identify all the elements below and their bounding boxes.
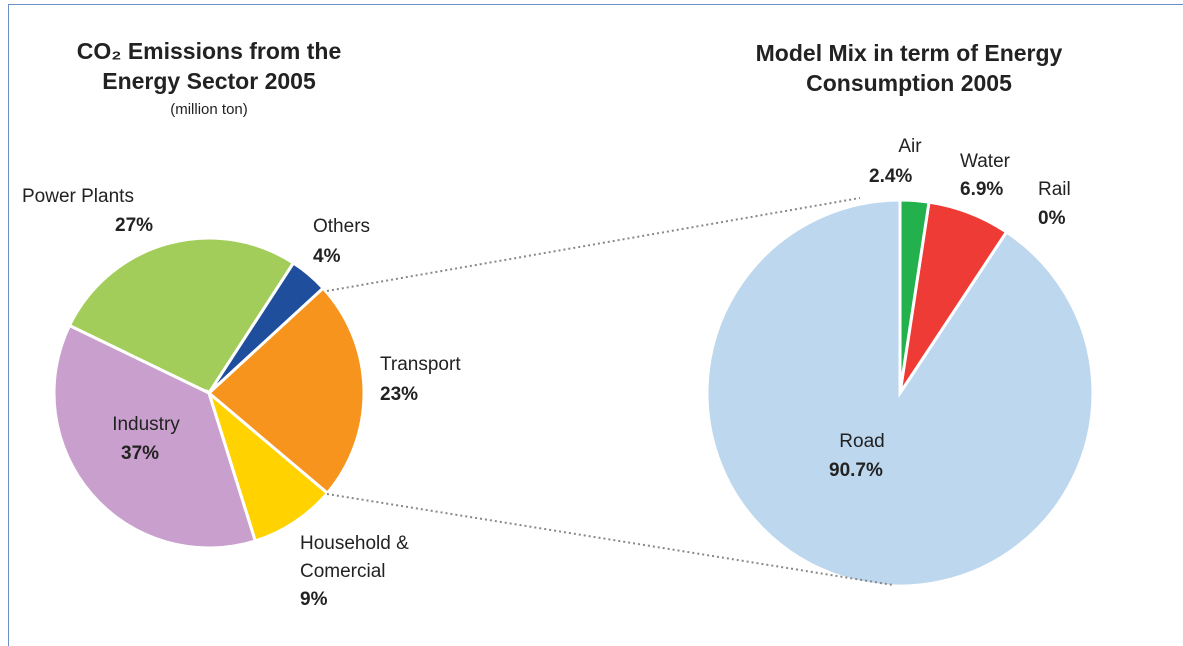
slice-value-label: 6.9% bbox=[960, 179, 1004, 200]
slice-label: Air bbox=[898, 136, 922, 157]
slice-label: Others bbox=[313, 216, 371, 237]
slice-value-label: 9% bbox=[300, 589, 328, 610]
slice-value-label: 2.4% bbox=[869, 166, 913, 187]
slice-label: Household & Comercial bbox=[300, 533, 409, 582]
slice-label: Transport bbox=[380, 354, 461, 375]
slice-value-label: 90.7% bbox=[829, 460, 883, 481]
chart-title: Model Mix in term of Energy Consumption … bbox=[755, 40, 1063, 96]
slice-label: Water bbox=[960, 151, 1010, 172]
chart-subtitle: (million ton) bbox=[170, 101, 248, 118]
pie-slice bbox=[898, 198, 931, 394]
connector-line bbox=[326, 197, 861, 292]
connector-line bbox=[326, 493, 894, 586]
pie-slice bbox=[206, 388, 330, 543]
chart-title: CO₂ Emissions from the Energy Sector 200… bbox=[76, 38, 342, 94]
slice-label: Rail bbox=[1038, 179, 1071, 200]
pie-slice bbox=[67, 236, 296, 395]
slice-label: Power Plants bbox=[22, 186, 134, 207]
slice-value-label: 23% bbox=[380, 384, 419, 405]
pie-slice bbox=[206, 285, 366, 496]
pie-slice bbox=[207, 260, 326, 395]
slice-label: Road bbox=[839, 431, 885, 452]
frame bbox=[8, 4, 1183, 646]
slice-label: Industry bbox=[112, 414, 180, 435]
slice-value-label: 4% bbox=[313, 246, 341, 267]
slice-value-label: 27% bbox=[115, 215, 154, 236]
slice-value-label: 37% bbox=[121, 443, 160, 464]
slice-value-label: 0% bbox=[1038, 208, 1066, 229]
pie-slice bbox=[52, 323, 258, 550]
